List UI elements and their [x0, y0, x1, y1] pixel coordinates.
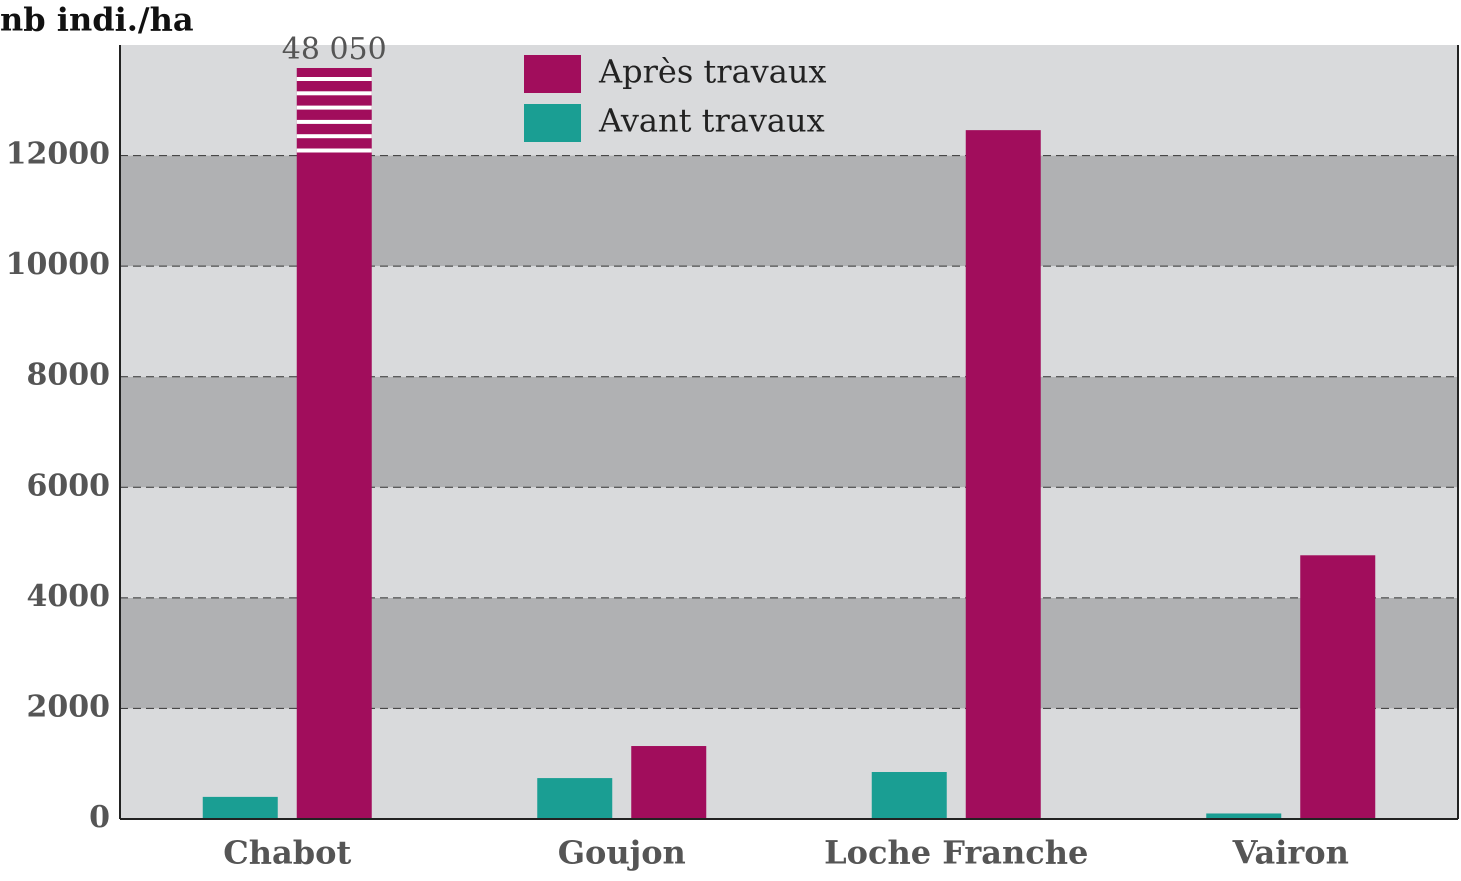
bar [631, 746, 707, 819]
legend-swatch [524, 55, 581, 93]
y-tick-label: 8000 [27, 358, 111, 393]
y-tick-label: 2000 [27, 689, 111, 724]
y-tick-label: 12000 [6, 137, 110, 172]
legend-swatch [524, 104, 581, 142]
break-mark [296, 91, 372, 96]
break-mark [296, 119, 372, 124]
break-mark [296, 148, 372, 153]
bar [1300, 555, 1376, 819]
bar [202, 796, 278, 819]
bar [1206, 813, 1282, 819]
bar [965, 130, 1041, 819]
x-tick-label: Loche Franche [824, 834, 1088, 872]
x-tick-label: Goujon [558, 834, 686, 872]
value-label: 48 050 [282, 32, 387, 67]
break-mark [296, 134, 372, 139]
bars [202, 68, 1376, 819]
x-tick-label: Chabot [223, 834, 351, 872]
x-tick-label: Vairon [1232, 834, 1349, 872]
y-tick-label: 4000 [27, 579, 111, 614]
y-axis-label: nb indi./ha [0, 1, 194, 39]
bar [537, 778, 613, 819]
y-tick-label: 6000 [27, 468, 111, 503]
y-tick-label: 0 [89, 800, 110, 835]
break-mark [296, 77, 372, 81]
break-mark [296, 105, 372, 110]
bar [871, 772, 947, 819]
y-tick-label: 10000 [6, 247, 110, 282]
legend-label: Après travaux [598, 53, 826, 91]
legend-label: Avant travaux [598, 102, 825, 140]
bar [296, 68, 372, 819]
